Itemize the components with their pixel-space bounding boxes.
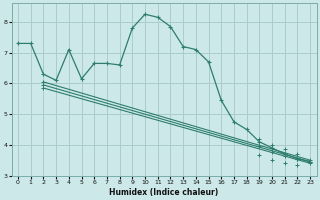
X-axis label: Humidex (Indice chaleur): Humidex (Indice chaleur) (109, 188, 219, 197)
